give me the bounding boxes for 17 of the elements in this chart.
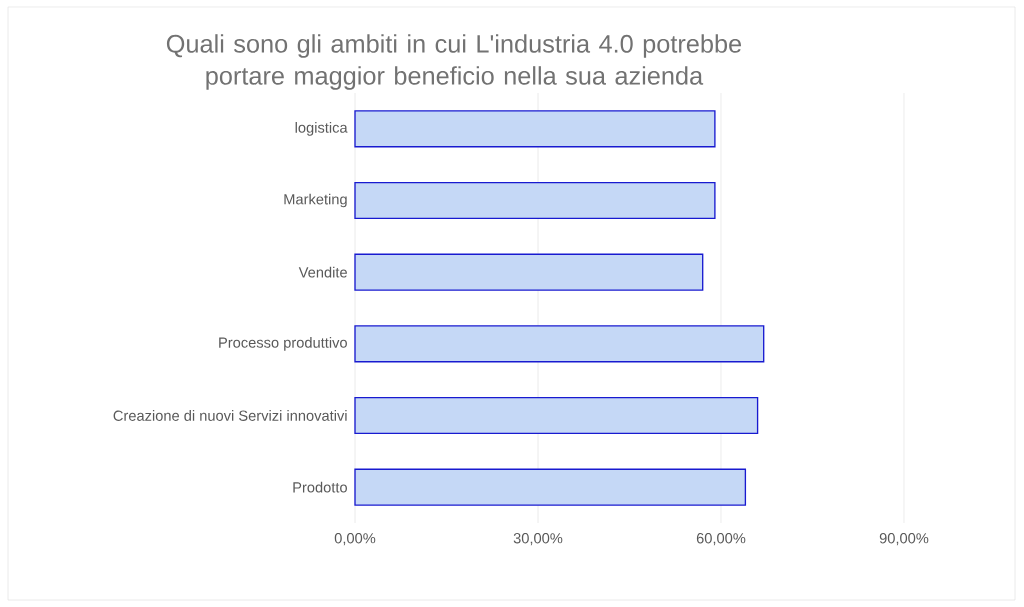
- x-tick-label: 30,00%: [513, 533, 563, 546]
- bar: [354, 110, 716, 148]
- chart-title: Quali sono gli ambiti in cui L'industria 4.0 potrebbe portare maggior beneficio nella sua azienda: [166, 34, 742, 90]
- bar: [354, 396, 759, 435]
- y-tick-label: Marketing: [284, 193, 347, 208]
- x-tick-label: 0,00%: [334, 533, 376, 546]
- y-tick-label: Prodotto: [293, 481, 347, 493]
- bar: [354, 181, 716, 220]
- y-tick-label: Processo produttivo: [219, 337, 347, 351]
- bar: [354, 253, 704, 291]
- x-tick-label: 60,00%: [696, 533, 746, 546]
- y-tick-label: Vendite: [298, 266, 347, 278]
- x-tick-label: 90,00%: [879, 533, 929, 546]
- bar: [354, 468, 747, 506]
- bar: [354, 325, 765, 363]
- y-tick-label: Creazione di nuovi Servizi innovativi: [113, 410, 347, 421]
- y-tick-label: logistica: [295, 122, 348, 136]
